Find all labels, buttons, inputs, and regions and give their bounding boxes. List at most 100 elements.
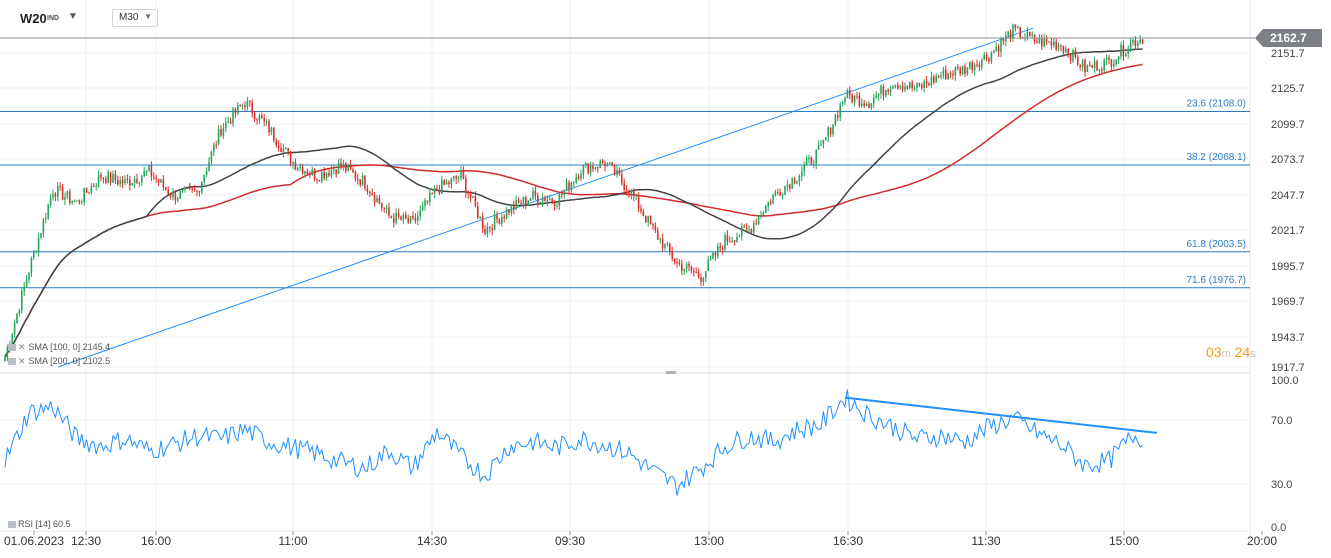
candle <box>993 49 995 54</box>
candle <box>779 188 781 197</box>
candle <box>6 344 9 362</box>
candle <box>1079 64 1081 71</box>
candle <box>479 216 481 220</box>
symbol-suffix: IND <box>47 15 60 22</box>
candle <box>522 196 525 209</box>
remove-indicator-icon[interactable]: ✕ <box>18 356 26 366</box>
candle <box>169 192 172 200</box>
candle <box>369 190 371 198</box>
rsi-legend-text: RSI [14] 60.5 <box>18 519 71 529</box>
candle <box>1000 36 1002 58</box>
rsi-tick-label: 100.0 <box>1271 375 1299 387</box>
candle <box>467 190 469 199</box>
candle <box>1101 66 1103 75</box>
candle <box>1072 48 1074 64</box>
candle <box>47 203 49 220</box>
candle <box>472 196 474 199</box>
time-axis[interactable]: 01.06.2023 12:30 16:00 11:00 14:30 09:30 13:00… <box>0 530 1277 548</box>
candle <box>287 147 289 156</box>
candle <box>256 118 258 125</box>
candle <box>541 193 544 208</box>
candle <box>477 201 479 219</box>
rsi-divergence-line[interactable] <box>844 396 1158 434</box>
candle <box>889 85 892 97</box>
candle <box>282 144 285 158</box>
candle <box>215 140 217 149</box>
candle <box>201 181 203 195</box>
candle <box>949 70 952 79</box>
candle <box>1026 26 1029 41</box>
candle <box>42 217 45 238</box>
remove-indicator-icon[interactable]: ✕ <box>18 342 26 352</box>
candle <box>1117 56 1120 64</box>
candle <box>354 170 357 182</box>
candle <box>265 119 268 126</box>
price-axis[interactable]: 2151.7 2125.7 2099.7 2073.7 2047.7 2021.7 1995… <box>1271 48 1305 374</box>
candle <box>57 182 59 202</box>
candle <box>565 178 568 191</box>
candle <box>829 127 832 138</box>
candle <box>664 243 666 251</box>
rsi-axis[interactable]: 100.0 70.0 30.0 0.0 <box>1271 375 1299 534</box>
candle <box>604 160 606 172</box>
candle <box>174 190 177 205</box>
candle <box>436 184 438 192</box>
candle <box>1139 35 1141 45</box>
time-tick-label: 14:30 <box>417 534 447 548</box>
candle <box>625 185 628 196</box>
candle <box>767 201 769 212</box>
indicator-settings-icon[interactable] <box>8 344 16 352</box>
candle <box>469 190 472 203</box>
sma-200-legend-params: [200, 0] <box>50 356 81 366</box>
candle <box>1137 40 1139 50</box>
candle <box>709 255 712 261</box>
candle <box>549 194 551 201</box>
candle <box>959 65 961 77</box>
candle <box>397 208 400 220</box>
candle <box>805 155 808 166</box>
candle <box>261 112 263 119</box>
last-price-tag <box>1255 29 1322 47</box>
time-tick-label: 20:00 <box>1247 534 1277 548</box>
candle <box>654 222 657 233</box>
candle <box>1043 33 1045 48</box>
time-tick-label: 16:30 <box>833 534 863 548</box>
candle <box>162 175 165 191</box>
sma-200-legend[interactable]: ✕ SMA [200, 0] 2102.5 <box>8 356 110 367</box>
pane-resize-handle[interactable] <box>666 371 676 374</box>
indicator-settings-icon[interactable] <box>8 521 16 529</box>
symbol-name[interactable]: W20 <box>20 11 47 26</box>
candle <box>575 172 577 185</box>
time-tick-label: 11:00 <box>278 534 307 548</box>
candle <box>1065 46 1067 54</box>
candle <box>448 180 450 188</box>
candle <box>1009 29 1012 43</box>
candle <box>966 67 969 76</box>
indicator-settings-icon[interactable] <box>8 358 16 366</box>
last-price-marker: 2162.7 <box>0 29 1322 47</box>
candle <box>249 100 251 107</box>
candle <box>558 192 561 211</box>
symbol-dropdown-icon[interactable]: ▼ <box>68 11 78 22</box>
candle <box>328 169 330 178</box>
candle <box>861 98 863 108</box>
candle <box>100 172 102 182</box>
candle <box>400 215 402 221</box>
candle <box>681 259 683 276</box>
candle <box>97 169 100 189</box>
candle <box>172 187 174 201</box>
candle <box>916 82 918 93</box>
candle <box>395 208 397 225</box>
candle <box>59 182 61 191</box>
fibonacci-retracement[interactable]: 23.6 (2108.0) 38.2 (2068.1) 61.8 (2003.5) 7… <box>0 98 1250 289</box>
sma-100-legend[interactable]: ✕ SMA [100, 0] 2145.4 <box>8 342 110 353</box>
candle <box>88 191 90 194</box>
candle <box>690 265 693 274</box>
candle <box>1120 41 1122 60</box>
timeframe-select[interactable]: M30 ▼ <box>112 9 158 27</box>
sma-100-legend-params: [100, 0] <box>50 342 81 352</box>
rsi-legend[interactable]: RSI [14] 60.5 <box>8 519 71 529</box>
candle <box>700 273 702 287</box>
candle <box>630 189 633 200</box>
